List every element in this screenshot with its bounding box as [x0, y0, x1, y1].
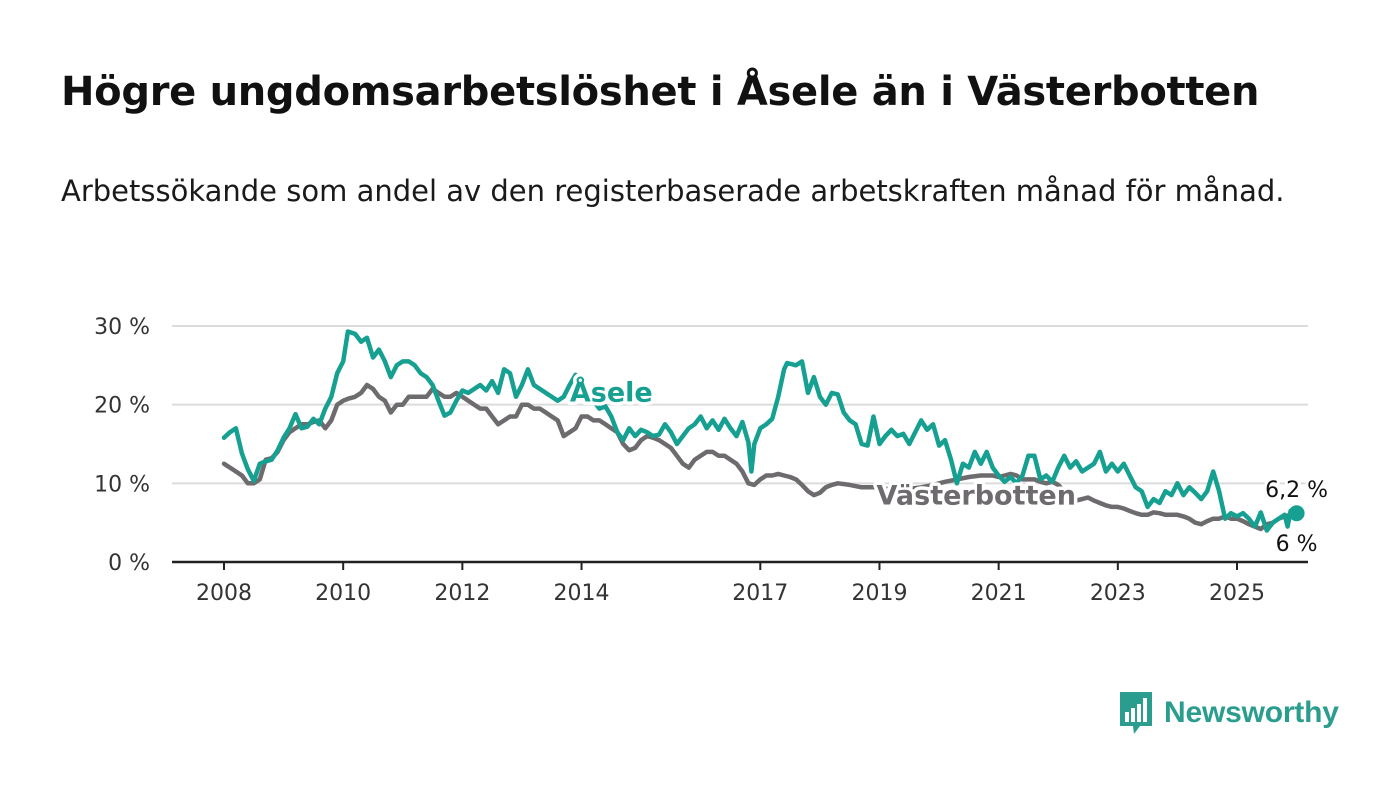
- newsworthy-logo[interactable]: Newsworthy: [1118, 690, 1339, 736]
- x-tick-label: 2017: [732, 581, 788, 606]
- chart-subtitle: Arbetssökande som andel av den registerb…: [61, 174, 1285, 208]
- series-lines: [221, 329, 1299, 533]
- x-axis: [172, 560, 1308, 570]
- logo-text: Newsworthy: [1164, 696, 1339, 729]
- x-tick-label: 2014: [554, 581, 610, 606]
- bar-chart-speech-bubble-icon: [1120, 692, 1152, 734]
- series-label-vasterbotten: Västerbotten: [876, 481, 1075, 512]
- end-markers: 6,2 % 6 %: [1262, 475, 1331, 560]
- y-tick-label: 0 %: [108, 551, 150, 576]
- y-tick-label: 30 %: [94, 315, 150, 340]
- x-tick-label: 2012: [434, 581, 490, 606]
- end-value-label-asele: 6,2 %: [1265, 478, 1328, 503]
- x-tick-label: 2008: [196, 581, 252, 606]
- x-tick-label: 2025: [1209, 581, 1265, 606]
- gridlines: [172, 325, 1308, 485]
- x-tick-label: 2010: [315, 581, 371, 606]
- end-marker-asele: [1288, 505, 1305, 522]
- chart-title: Högre ungdomsarbetslöshet i Åsele än i V…: [61, 69, 1260, 115]
- y-tick-label: 20 %: [94, 394, 150, 419]
- x-tick-label: 2023: [1090, 581, 1146, 606]
- x-tick-label: 2021: [971, 581, 1027, 606]
- series-line-vasterbotten: [221, 382, 1299, 532]
- end-value-label-vasterbotten: 6 %: [1276, 532, 1318, 557]
- x-axis-tick-labels: 2008 2010 2012 2014 2017 2019 2021 2023 2025: [196, 581, 1265, 606]
- series-line-asele: [221, 329, 1299, 533]
- series-label-asele: Åsele: [570, 377, 653, 409]
- y-axis-tick-labels: 0 % 10 % 20 % 30 %: [94, 315, 150, 576]
- x-tick-label: 2019: [851, 581, 907, 606]
- series-labels: Åsele Västerbotten: [566, 373, 1079, 515]
- y-tick-label: 10 %: [94, 472, 150, 497]
